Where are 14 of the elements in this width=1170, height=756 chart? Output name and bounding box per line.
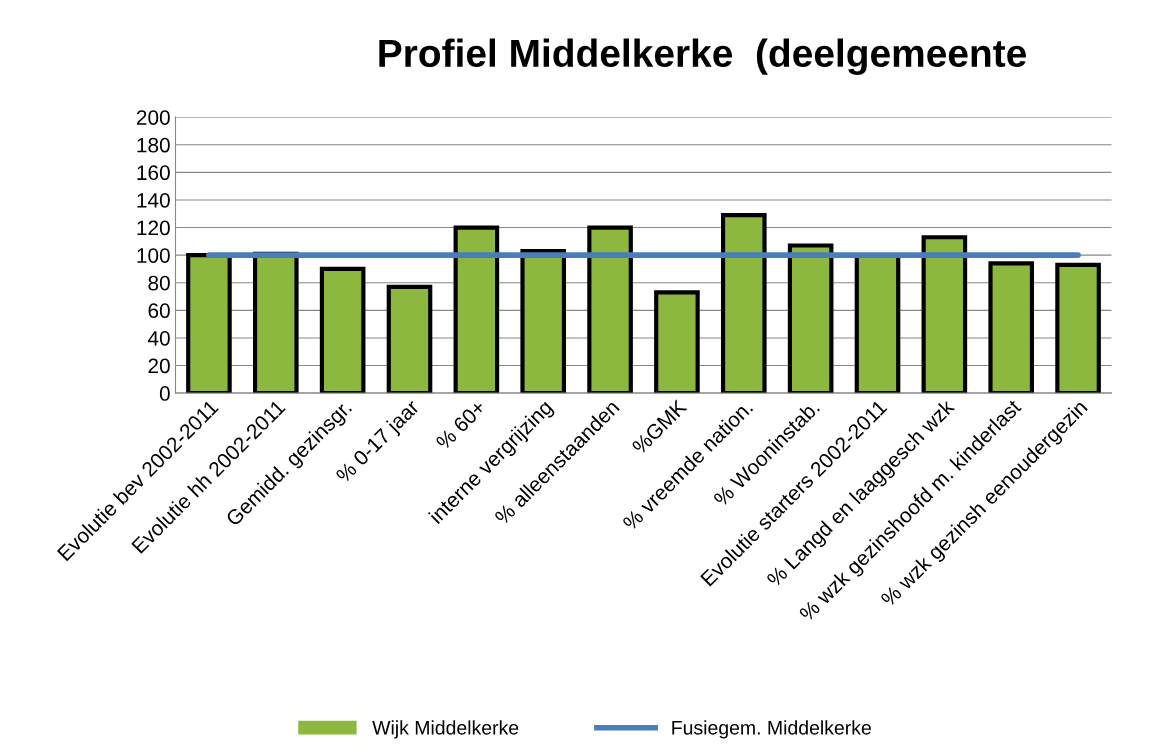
y-tick-label: 60 xyxy=(148,303,170,319)
y-tick-label: 80 xyxy=(148,275,170,291)
chart-title: Profiel Middelkerke (deelgemeente xyxy=(379,38,1026,75)
y-tick-label: 140 xyxy=(137,192,170,208)
legend-label: Wijk Middelkerke xyxy=(372,720,519,739)
y-tick-label: 20 xyxy=(148,358,170,374)
y-tick-label: 200 xyxy=(136,110,170,125)
y-tick-label: 180 xyxy=(137,137,170,153)
y-tick-label: 120 xyxy=(137,220,170,236)
y-tick-label: 100 xyxy=(137,248,170,263)
legend-label: Fusiegem. Middelkerke xyxy=(672,720,871,739)
y-tick-label: 160 xyxy=(137,165,170,181)
y-tick-label: 0 xyxy=(159,386,170,401)
y-tick-label: 40 xyxy=(147,330,170,346)
